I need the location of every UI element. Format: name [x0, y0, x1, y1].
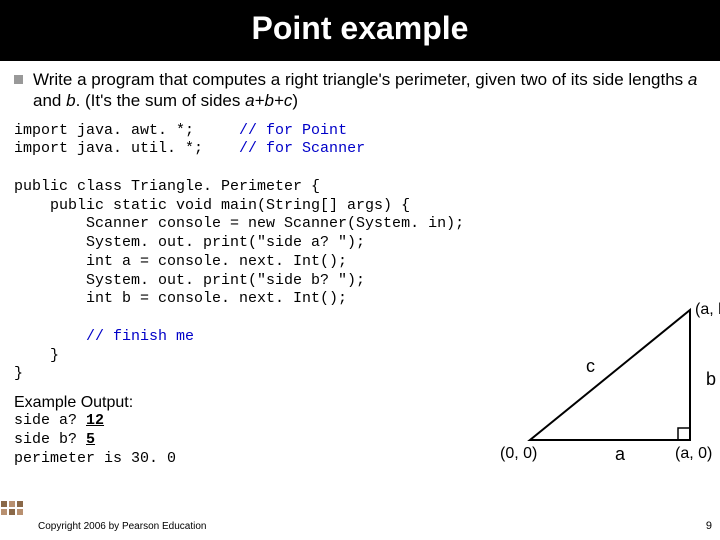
vertex-bl-label: (0, 0) [500, 445, 537, 462]
page-number: 9 [706, 520, 712, 532]
right-side-label: b [706, 369, 716, 389]
bullet-text: Write a program that computes a right tr… [33, 69, 706, 112]
copyright-footer: Copyright 2006 by Pearson Education [38, 521, 206, 532]
vertex-br-label: (a, 0) [675, 445, 712, 462]
footer-decoration-icon [0, 500, 28, 518]
base-label: a [615, 444, 626, 464]
vertex-top-label: (a, b) [695, 301, 720, 318]
bullet-item: Write a program that computes a right tr… [14, 69, 706, 112]
triangle-diagram: (a, b) (0, 0) (a, 0) c a b [500, 300, 720, 480]
bullet-marker-icon [14, 75, 23, 84]
slide-title: Point example [0, 0, 720, 61]
hypotenuse-label: c [586, 356, 595, 376]
